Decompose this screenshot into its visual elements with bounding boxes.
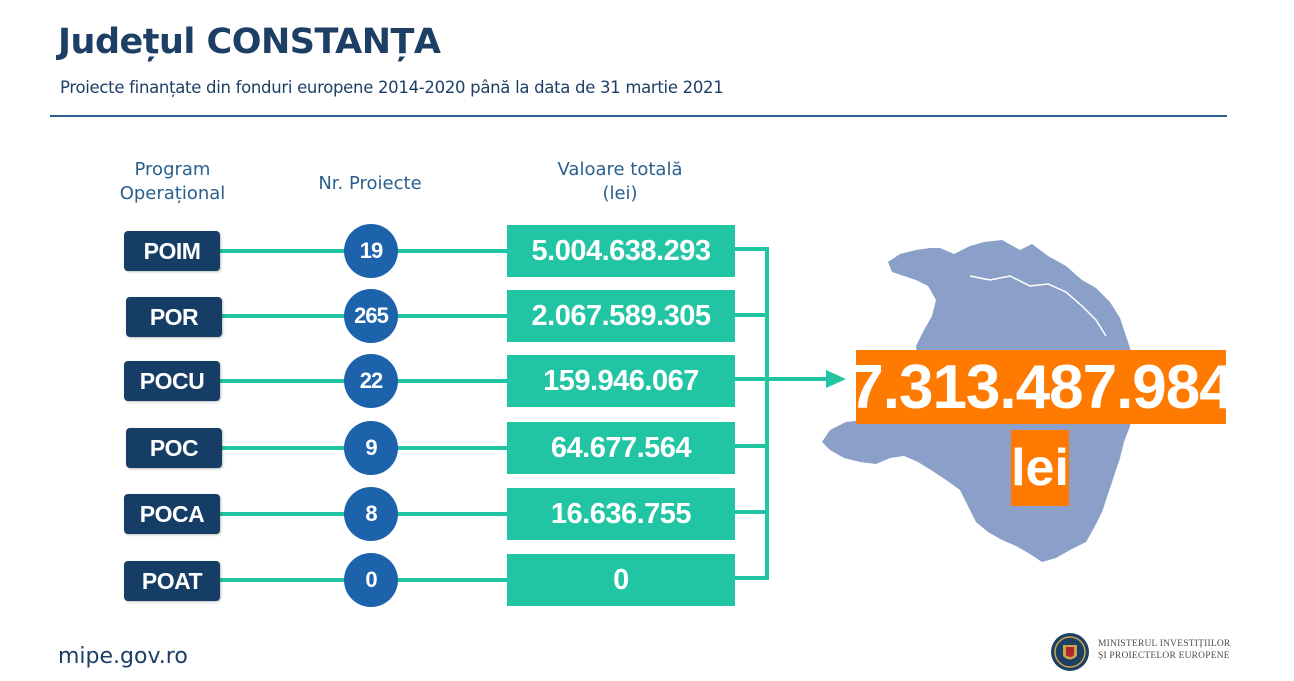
value-box: 159.946.067 [507,355,735,407]
program-badge: POR [126,297,222,337]
value-box: 0 [507,554,735,606]
page-subtitle: Proiecte finanțate din fonduri europene … [60,78,724,97]
romania-coat-of-arms-icon [1051,633,1089,671]
page-title: Județul CONSTANȚA [58,22,441,62]
project-count: 22 [344,354,398,408]
program-badge: POAT [124,561,220,601]
total-unit: lei [1011,430,1069,506]
project-count: 9 [344,421,398,475]
value-box: 16.636.755 [507,488,735,540]
program-badge: POIM [124,231,220,271]
program-badge: POC [126,428,222,468]
ministry-name: MINISTERUL INVESTIȚIILOR ȘI PROIECTELOR … [1098,639,1231,661]
program-badge: POCA [124,494,220,534]
header-divider [50,115,1227,117]
program-badge: POCU [124,361,220,401]
column-header-projects: Nr. Proiecte [318,173,422,194]
arrow-right-icon [826,370,846,388]
value-box: 64.677.564 [507,422,735,474]
value-box: 5.004.638.293 [507,225,735,277]
total-value: 7.313.487.984 [849,350,1234,424]
footer-url-link[interactable]: mipe.gov.ro [58,644,188,669]
project-count: 0 [344,553,398,607]
project-count: 19 [344,224,398,278]
project-count: 8 [344,487,398,541]
project-count: 265 [344,289,398,343]
column-header-program: Program Operațional [119,159,226,204]
column-header-value: Valoare totală (lei) [557,159,683,204]
value-box: 2.067.589.305 [507,290,735,342]
